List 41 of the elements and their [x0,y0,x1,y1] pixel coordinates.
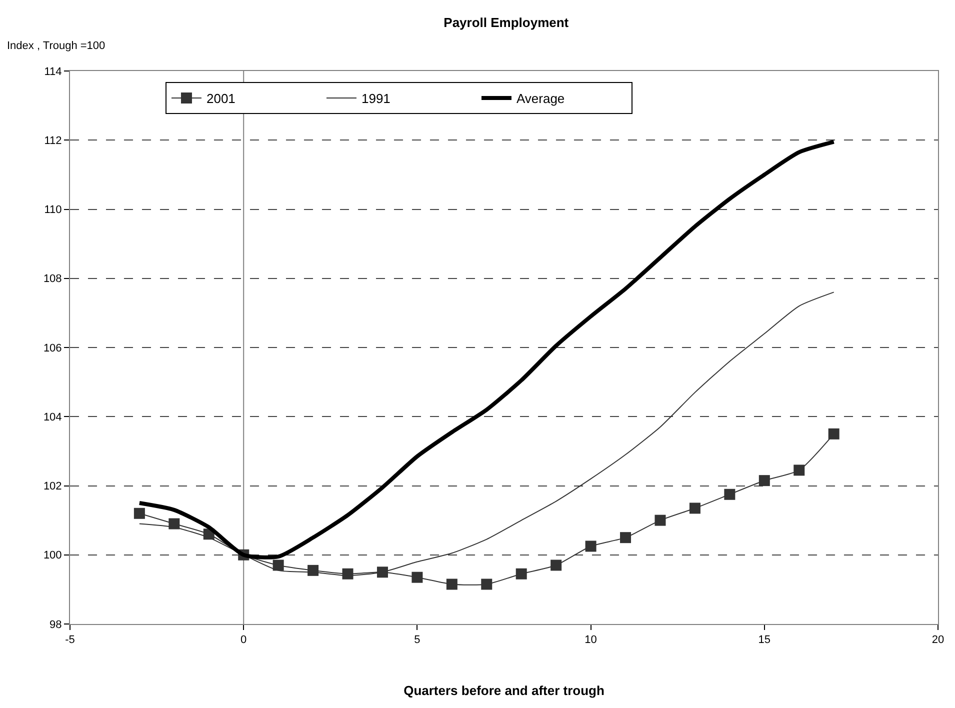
point [481,578,492,590]
x-tick-label: 5 [414,634,420,646]
y-tick-label: 106 [43,342,62,354]
point [724,488,736,500]
x-tick-label: 0 [240,634,247,646]
y-tick-label: 110 [44,204,62,216]
point [585,540,596,552]
legend-label: Average [516,91,565,106]
point [272,560,284,571]
point [376,566,388,578]
x-axis-title: Quarters before and after trough [404,682,604,698]
point [794,464,805,476]
y-tick-label: 112 [44,134,62,147]
point [342,568,354,580]
point [516,568,527,580]
y-tick-label: 104 [43,411,62,424]
line-series [137,140,836,560]
x-tick-label: -5 [65,634,75,646]
point [620,532,632,544]
point [550,560,562,571]
y-tick-label: 108 [43,273,62,286]
point [654,514,666,526]
legend-label: 1991 [361,91,390,106]
y-tick-label: 102 [43,480,62,493]
point [412,572,423,583]
chart-title: Payroll Employment [444,14,570,30]
point [134,508,145,519]
x-tick-label: 10 [584,634,597,646]
point [758,475,770,486]
y-tick-label: 100 [43,550,62,562]
y-axis-title: Index , Trough =100 [7,40,106,52]
point [308,564,319,576]
y-tick-label: 98 [50,618,62,631]
x-tick-label: 20 [932,634,944,646]
point [689,502,700,514]
y-tick-label: 114 [44,66,62,78]
point [168,518,180,530]
point [446,578,458,590]
point [828,428,840,440]
legend-label: 2001 [206,91,236,106]
x-tick-label: 15 [758,634,771,646]
